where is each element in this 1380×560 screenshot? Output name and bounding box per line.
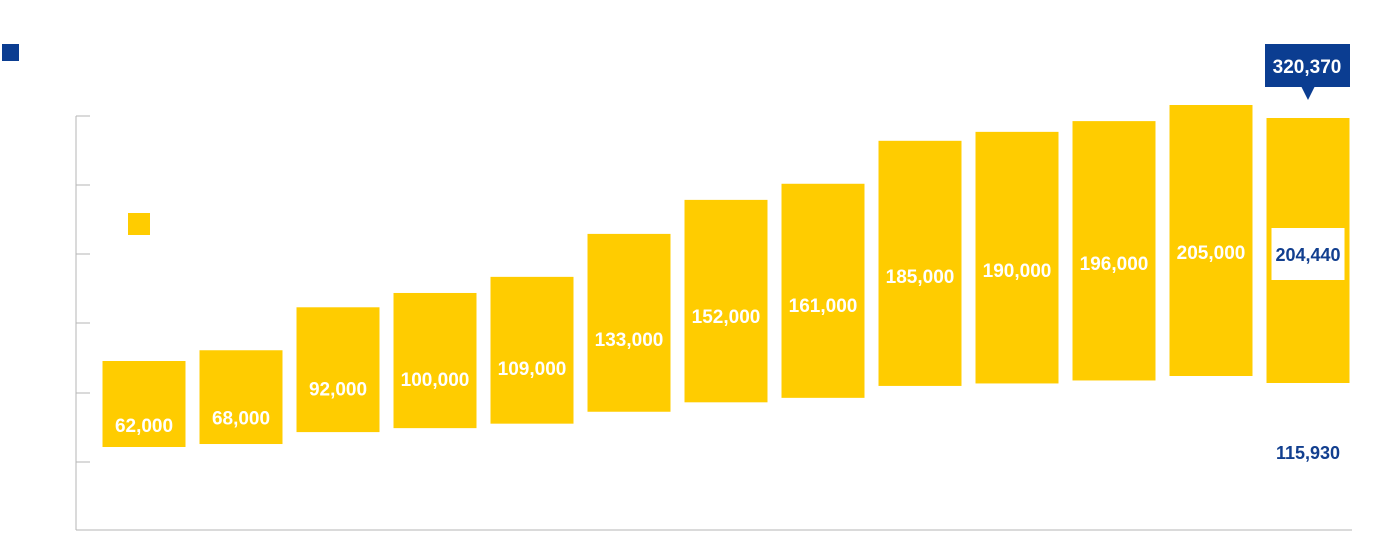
bar bbox=[587, 233, 671, 412]
bars bbox=[102, 105, 1350, 447]
bar-value-label: 133,000 bbox=[595, 330, 664, 351]
bar-value-label: 109,000 bbox=[498, 359, 567, 380]
bar bbox=[102, 361, 186, 447]
bar-labels: 62,000 68,000 92,000 100,000 109,000 133,000 1… bbox=[115, 243, 1341, 437]
bar bbox=[1169, 105, 1253, 376]
bar-value-label: 92,000 bbox=[309, 380, 367, 401]
bar-value-label: 68,000 bbox=[212, 409, 270, 430]
highlight-label-box bbox=[1271, 228, 1345, 280]
inner-legend-swatch bbox=[128, 213, 150, 235]
bar bbox=[684, 199, 768, 403]
callout-pointer bbox=[1301, 86, 1315, 100]
bar-value-label: 196,000 bbox=[1080, 254, 1149, 275]
bar-value-label: 185,000 bbox=[886, 267, 955, 288]
top-legend-swatch bbox=[2, 44, 19, 61]
bar bbox=[199, 350, 283, 445]
range-annotations: 320,370 115,930 bbox=[1265, 44, 1350, 463]
high-value-callout bbox=[1265, 44, 1350, 87]
bar-value-label: 100,000 bbox=[401, 370, 470, 391]
low-value-label: 115,930 bbox=[1276, 443, 1340, 463]
bar-value-label: 204,440 bbox=[1275, 245, 1340, 265]
bar bbox=[975, 131, 1059, 384]
bar bbox=[296, 307, 380, 433]
bar bbox=[393, 292, 477, 429]
bar-value-label: 152,000 bbox=[692, 307, 761, 328]
high-value-label: 320,370 bbox=[1273, 57, 1342, 78]
bar bbox=[781, 183, 865, 398]
bar bbox=[878, 140, 962, 386]
bar-value-label: 205,000 bbox=[1177, 243, 1246, 264]
bar-value-label: 62,000 bbox=[115, 416, 173, 437]
bar-value-label: 190,000 bbox=[983, 261, 1052, 282]
bar bbox=[490, 276, 574, 424]
bar-value-label: 161,000 bbox=[789, 296, 858, 317]
bar bbox=[1072, 121, 1156, 381]
y-axis bbox=[75, 115, 1352, 531]
